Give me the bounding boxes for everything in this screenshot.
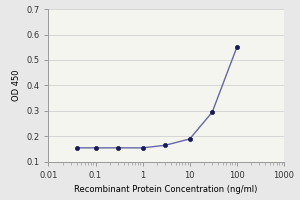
Y-axis label: OD 450: OD 450	[12, 70, 21, 101]
X-axis label: Recombinant Protein Concentration (ng/ml): Recombinant Protein Concentration (ng/ml…	[74, 185, 258, 194]
